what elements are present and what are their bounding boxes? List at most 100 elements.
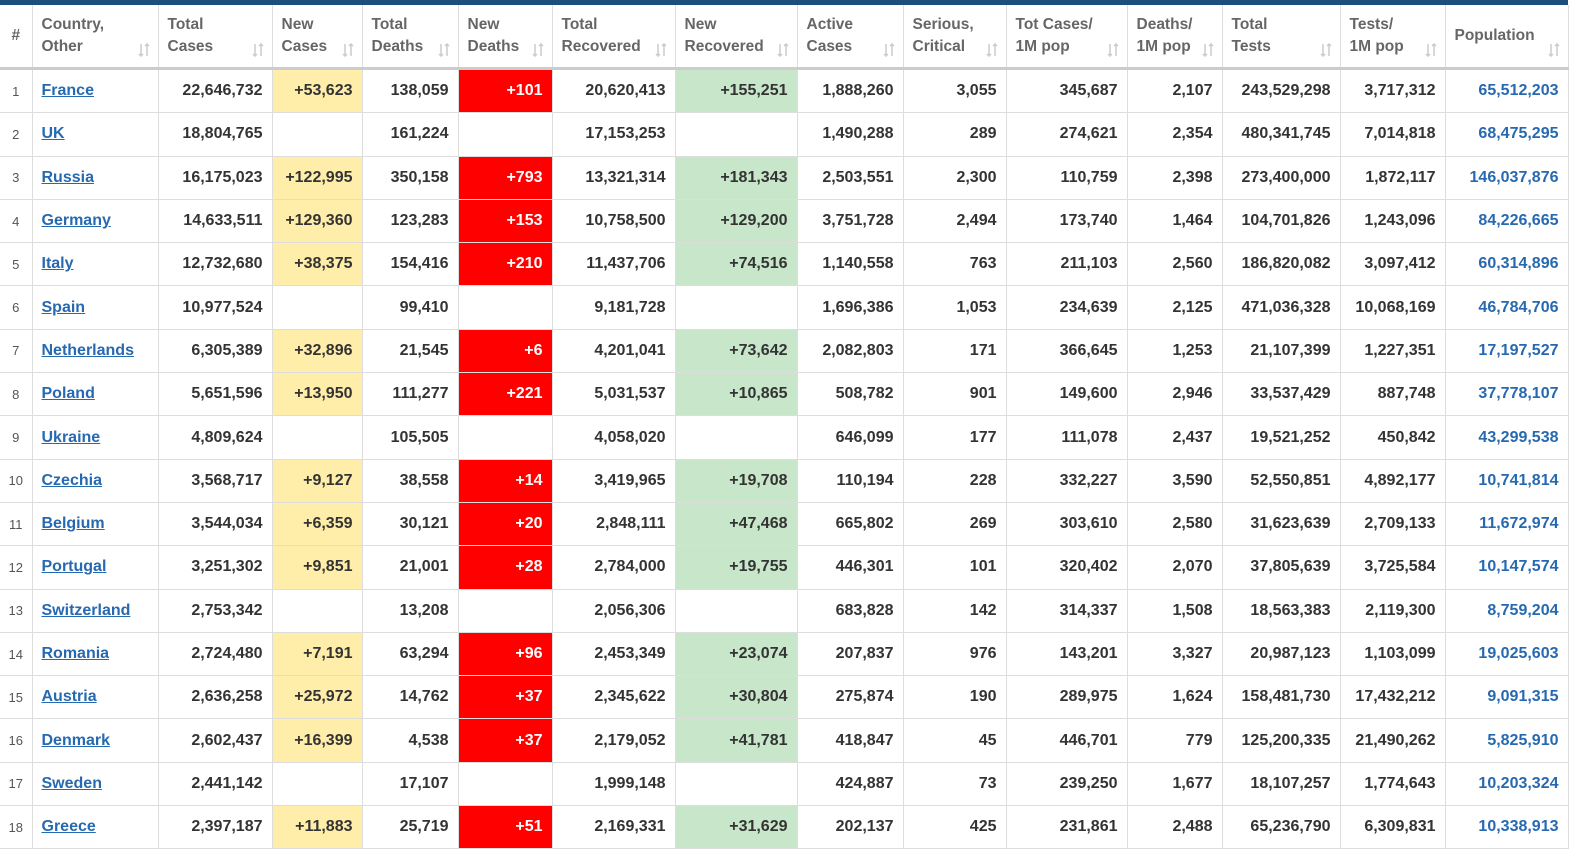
table-cell: 10,203,324	[1445, 762, 1569, 807]
table-cell: 2,580	[1127, 502, 1223, 547]
country-link[interactable]: Switzerland	[41, 601, 131, 619]
country-link[interactable]: Romania	[41, 645, 110, 662]
country-link[interactable]: Spain	[41, 298, 86, 316]
table-cell: 143,201	[1006, 632, 1128, 677]
sort-icon[interactable]	[985, 43, 998, 57]
country-link[interactable]: UK	[41, 125, 65, 143]
table-cell: +6	[458, 329, 553, 374]
column-header[interactable]: Country, Other	[32, 5, 159, 70]
table-cell: 19,025,603	[1445, 632, 1569, 677]
table-cell: 46,784,706	[1445, 285, 1569, 330]
table-row: 1 France 22,646,732 +53,623 138,059 +101 20,62…	[0, 68, 1569, 114]
country-link[interactable]: Denmark	[41, 731, 110, 749]
table-row: 14 Romania 2,724,480 +7,191 63,294 +96 2,453,3…	[0, 632, 1569, 677]
table-cell: 1,508	[1127, 589, 1223, 633]
table-cell: 2,437	[1127, 415, 1223, 460]
table-cell	[458, 762, 553, 807]
sort-icon[interactable]	[1319, 43, 1332, 57]
table-row: 15 Austria 2,636,258 +25,972 14,762 +37 2,345,…	[0, 675, 1569, 720]
table-row: 4 Germany 14,633,511 +129,360 123,283 +153 10,…	[0, 199, 1569, 244]
sort-icon[interactable]	[1424, 43, 1437, 57]
column-header[interactable]: Population	[1445, 5, 1569, 70]
column-header[interactable]: New Deaths	[458, 5, 553, 70]
column-header[interactable]: Serious, Critical	[903, 5, 1007, 70]
table-cell: 4,058,020	[552, 415, 676, 460]
table-row: 10 Czechia 3,568,717 +9,127 38,558 +14 3,419,9…	[0, 459, 1569, 503]
column-header[interactable]: New Recovered	[675, 5, 798, 70]
table-cell: 10	[0, 459, 33, 503]
table-cell: 418,847	[797, 718, 904, 763]
sort-icon[interactable]	[437, 43, 450, 57]
country-link[interactable]: Poland	[41, 385, 95, 403]
table-cell: 1,677	[1127, 762, 1223, 807]
country-link[interactable]: Greece	[41, 818, 96, 836]
table-cell: 2,082,803	[797, 329, 904, 374]
table-cell: +129,200	[675, 199, 798, 244]
country-link[interactable]: Belgium	[41, 515, 105, 533]
table-cell: 3,568,717	[158, 459, 273, 503]
table-cell: 1,888,260	[797, 68, 904, 114]
table-cell: 5,651,596	[158, 372, 273, 417]
table-cell: 161,224	[362, 112, 459, 157]
table-cell	[675, 589, 798, 633]
table-row: 16 Denmark 2,602,437 +16,399 4,538 +37 2,179,0…	[0, 718, 1569, 763]
sort-icon[interactable]	[654, 43, 667, 57]
table-cell: 1,227,351	[1340, 329, 1446, 374]
sort-icon[interactable]	[1547, 43, 1560, 57]
country-link[interactable]: Ukraine	[41, 428, 101, 446]
table-cell: 38,558	[362, 459, 459, 503]
table-cell: +19,755	[675, 545, 798, 590]
sort-icon[interactable]	[1201, 43, 1214, 57]
country-link[interactable]: France	[41, 82, 94, 100]
table-cell: 5	[0, 242, 33, 287]
country-link[interactable]: Italy	[41, 255, 74, 273]
table-cell: 21,490,262	[1340, 718, 1446, 763]
country-link[interactable]: Portugal	[41, 558, 107, 576]
table-cell: 11	[0, 502, 33, 547]
table-cell: 10,147,574	[1445, 545, 1569, 590]
table-cell: +73,642	[675, 329, 798, 374]
sort-icon[interactable]	[341, 43, 354, 57]
table-cell: 779	[1127, 718, 1223, 763]
table-cell: 480,341,745	[1222, 112, 1341, 157]
table-cell: 18,804,765	[158, 112, 273, 157]
column-header[interactable]: Total Deaths	[362, 5, 459, 70]
column-header[interactable]: Deaths/ 1M pop	[1127, 5, 1223, 70]
column-header[interactable]: New Cases	[272, 5, 363, 70]
table-cell: 7	[0, 329, 33, 374]
table-cell: 111,277	[362, 372, 459, 417]
table-cell: 1,490,288	[797, 112, 904, 157]
country-link[interactable]: Germany	[41, 212, 111, 230]
table-cell	[458, 112, 553, 157]
column-header[interactable]: Total Recovered	[552, 5, 676, 70]
table-cell: 65,236,790	[1222, 805, 1341, 850]
sort-icon[interactable]	[137, 43, 150, 57]
sort-icon[interactable]	[251, 43, 264, 57]
table-cell: 4,201,041	[552, 329, 676, 374]
table-row: 17 Sweden 2,441,142 17,107 1,999,148 424,887 7…	[0, 762, 1569, 807]
table-cell: 17,107	[362, 762, 459, 807]
table-cell: 6	[0, 285, 33, 330]
column-header[interactable]: Tests/ 1M pop	[1340, 5, 1446, 70]
country-link[interactable]: Sweden	[41, 774, 102, 792]
table-container: # Country, Other Total Cases New Cases Total…	[0, 0, 1569, 850]
sort-icon[interactable]	[882, 43, 895, 57]
table-cell: 3,751,728	[797, 199, 904, 244]
country-link[interactable]: Czechia	[41, 471, 102, 489]
country-link[interactable]: Austria	[41, 688, 97, 706]
sort-icon[interactable]	[1106, 43, 1119, 57]
country-link[interactable]: Russia	[41, 168, 94, 186]
column-header[interactable]: Total Cases	[158, 5, 273, 70]
table-row: 8 Poland 5,651,596 +13,950 111,277 +221 5,031,…	[0, 372, 1569, 417]
sort-icon[interactable]	[776, 43, 789, 57]
table-cell: Spain	[32, 285, 159, 330]
table-cell: 243,529,298	[1222, 68, 1341, 114]
column-header[interactable]: Tot Cases/ 1M pop	[1006, 5, 1128, 70]
country-link[interactable]: Netherlands	[41, 341, 134, 359]
column-header[interactable]: Total Tests	[1222, 5, 1341, 70]
table-cell: 63,294	[362, 632, 459, 677]
column-header[interactable]: Active Cases	[797, 5, 904, 70]
sort-icon[interactable]	[531, 43, 544, 57]
table-row: 18 Greece 2,397,187 +11,883 25,719 +51 2,169,3…	[0, 805, 1569, 850]
